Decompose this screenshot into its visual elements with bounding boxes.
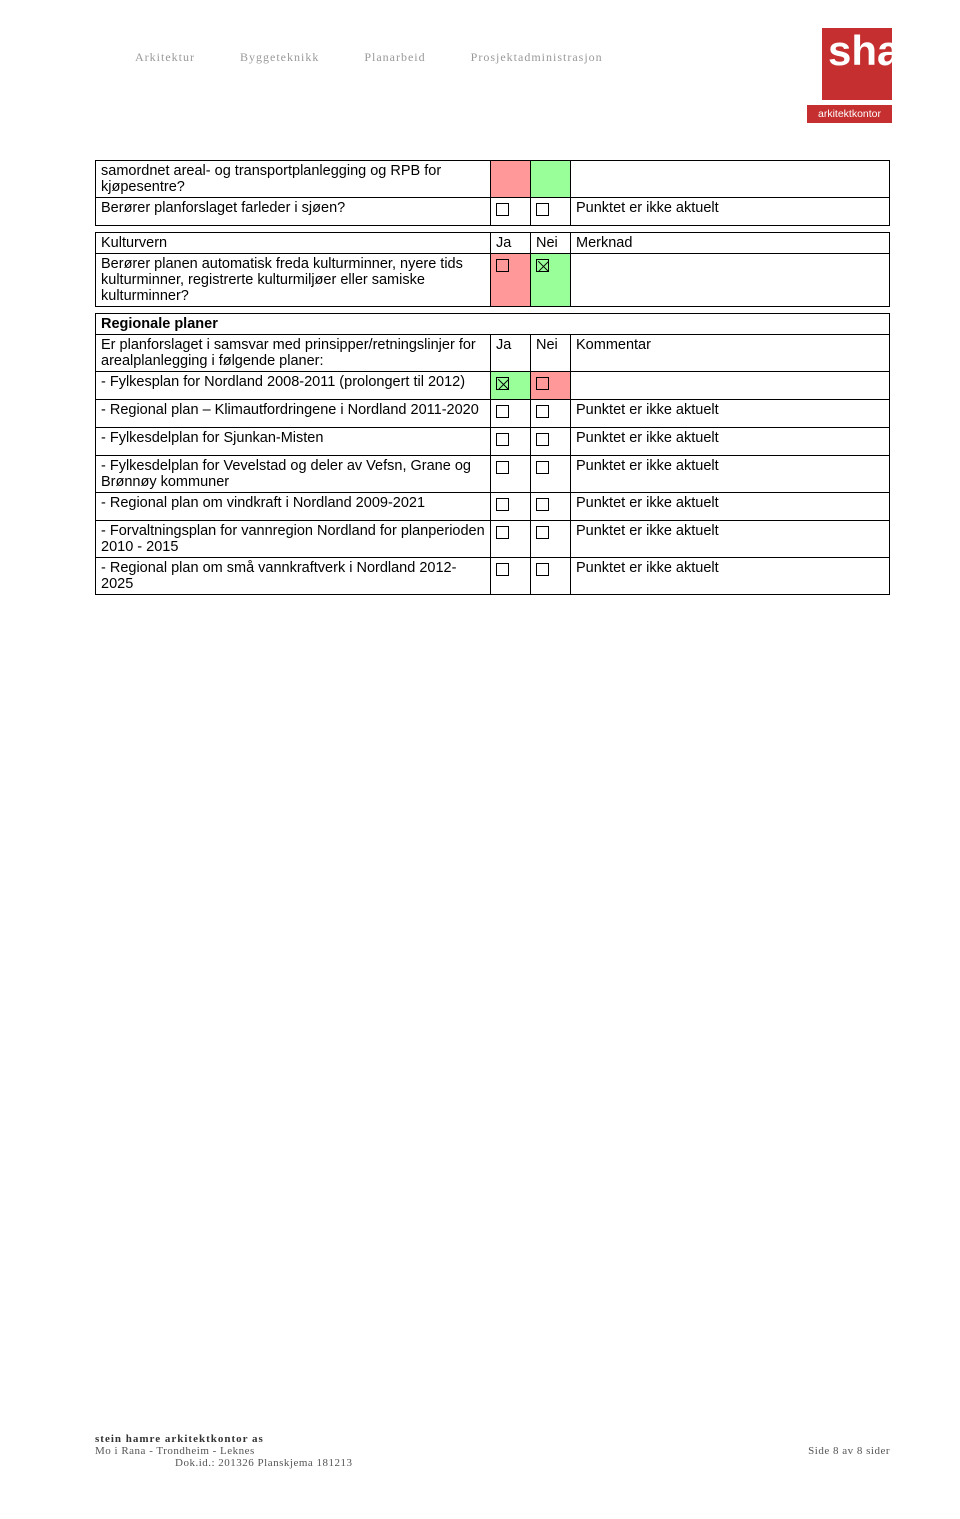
logo-subtext: arkitektkontor xyxy=(807,105,892,123)
cell-nei xyxy=(531,558,571,595)
header-merk: Kommentar xyxy=(571,335,890,372)
checkbox-icon xyxy=(536,563,549,576)
row-desc: Berører planen automatisk freda kulturmi… xyxy=(96,254,491,307)
logo-text: sha xyxy=(822,28,892,100)
cell-merk: Punktet er ikke aktuelt xyxy=(571,428,890,456)
cell-nei xyxy=(531,198,571,226)
table-1: samordnet areal- og transportplanlegging… xyxy=(95,160,890,226)
row-desc: - Forvaltningsplan for vannregion Nordla… xyxy=(96,521,491,558)
table-row: Berører planforslaget farleder i sjøen? … xyxy=(96,198,890,226)
row-desc: samordnet areal- og transportplanlegging… xyxy=(96,161,491,198)
cell-nei xyxy=(531,161,571,198)
footer-locations: Mo i Rana - Trondheim - Leknes xyxy=(95,1445,255,1457)
checkbox-icon xyxy=(496,259,509,272)
checkbox-icon xyxy=(496,405,509,418)
cell-merk: Punktet er ikke aktuelt xyxy=(571,198,890,226)
cell-merk: Punktet er ikke aktuelt xyxy=(571,493,890,521)
section-regionale-planer: Regionale planer xyxy=(95,313,890,335)
table-header-row: Er planforslaget i samsvar med prinsippe… xyxy=(96,335,890,372)
cell-nei xyxy=(531,400,571,428)
checkbox-icon xyxy=(536,405,549,418)
cell-ja xyxy=(491,493,531,521)
cell-ja xyxy=(491,372,531,400)
checkbox-icon xyxy=(536,377,549,390)
cell-ja xyxy=(491,198,531,226)
checkbox-checked-icon xyxy=(536,259,549,272)
cell-ja xyxy=(491,558,531,595)
row-desc: - Regional plan om vindkraft i Nordland … xyxy=(96,493,491,521)
cell-ja xyxy=(491,521,531,558)
checkbox-icon xyxy=(496,461,509,474)
row-desc: - Fylkesdelplan for Sjunkan-Misten xyxy=(96,428,491,456)
cell-merk: Punktet er ikke aktuelt xyxy=(571,456,890,493)
header-ja: Ja xyxy=(491,233,531,254)
footer-company: stein hamre arkitektkontor as xyxy=(95,1433,890,1445)
cell-merk xyxy=(571,254,890,307)
cell-nei xyxy=(531,521,571,558)
table-row: - Fylkesplan for Nordland 2008-2011 (pro… xyxy=(96,372,890,400)
checkbox-icon xyxy=(496,498,509,511)
cell-nei xyxy=(531,456,571,493)
row-desc: - Fylkesdelplan for Vevelstad og deler a… xyxy=(96,456,491,493)
checkbox-icon xyxy=(536,433,549,446)
row-desc: - Regional plan om små vannkraftverk i N… xyxy=(96,558,491,595)
table-row: - Regional plan – Klimautfordringene i N… xyxy=(96,400,890,428)
top-nav: Arkitektur Byggeteknikk Planarbeid Prosj… xyxy=(135,50,603,65)
cell-nei xyxy=(531,428,571,456)
cell-nei xyxy=(531,254,571,307)
row-desc: Berører planforslaget farleder i sjøen? xyxy=(96,198,491,226)
cell-nei xyxy=(531,372,571,400)
cell-merk: Punktet er ikke aktuelt xyxy=(571,400,890,428)
cell-ja xyxy=(491,400,531,428)
cell-merk: Punktet er ikke aktuelt xyxy=(571,521,890,558)
footer-dok-id: Dok.id.: 201326 Planskjema 181213 xyxy=(175,1457,890,1469)
table-3: Er planforslaget i samsvar med prinsippe… xyxy=(95,334,890,595)
table-row: - Forvaltningsplan for vannregion Nordla… xyxy=(96,521,890,558)
table-row: Berører planen automatisk freda kulturmi… xyxy=(96,254,890,307)
nav-item: Byggeteknikk xyxy=(240,50,319,65)
cell-merk xyxy=(571,372,890,400)
nav-item: Prosjektadministrasjon xyxy=(471,50,603,65)
footer-page-number: Side 8 av 8 sider xyxy=(808,1445,890,1457)
page-footer: stein hamre arkitektkontor as Mo i Rana … xyxy=(95,1433,890,1469)
header-title: Er planforslaget i samsvar med prinsippe… xyxy=(96,335,491,372)
table-row: samordnet areal- og transportplanlegging… xyxy=(96,161,890,198)
cell-ja xyxy=(491,254,531,307)
header-title: Kulturvern xyxy=(96,233,491,254)
checkbox-icon xyxy=(536,526,549,539)
cell-ja xyxy=(491,161,531,198)
row-desc: - Fylkesplan for Nordland 2008-2011 (pro… xyxy=(96,372,491,400)
table-row: - Fylkesdelplan for Sjunkan-Misten Punkt… xyxy=(96,428,890,456)
header-ja: Ja xyxy=(491,335,531,372)
cell-merk: Punktet er ikke aktuelt xyxy=(571,558,890,595)
table-row: - Regional plan om små vannkraftverk i N… xyxy=(96,558,890,595)
checkbox-checked-icon xyxy=(496,377,509,390)
checkbox-icon xyxy=(496,203,509,216)
table-2: Kulturvern Ja Nei Merknad Berører planen… xyxy=(95,232,890,307)
nav-item: Planarbeid xyxy=(364,50,425,65)
table-row: - Regional plan om vindkraft i Nordland … xyxy=(96,493,890,521)
cell-ja xyxy=(491,428,531,456)
logo: sha arkitektkontor xyxy=(807,28,892,123)
header-nei: Nei xyxy=(531,233,571,254)
checkbox-icon xyxy=(496,526,509,539)
cell-ja xyxy=(491,456,531,493)
checkbox-icon xyxy=(536,461,549,474)
checkbox-icon xyxy=(496,433,509,446)
checkbox-icon xyxy=(536,498,549,511)
cell-merk xyxy=(571,161,890,198)
cell-nei xyxy=(531,493,571,521)
table-header-row: Kulturvern Ja Nei Merknad xyxy=(96,233,890,254)
checkbox-icon xyxy=(536,203,549,216)
table-row: - Fylkesdelplan for Vevelstad og deler a… xyxy=(96,456,890,493)
header-merk: Merknad xyxy=(571,233,890,254)
nav-item: Arkitektur xyxy=(135,50,195,65)
checkbox-icon xyxy=(496,563,509,576)
header-nei: Nei xyxy=(531,335,571,372)
row-desc: - Regional plan – Klimautfordringene i N… xyxy=(96,400,491,428)
